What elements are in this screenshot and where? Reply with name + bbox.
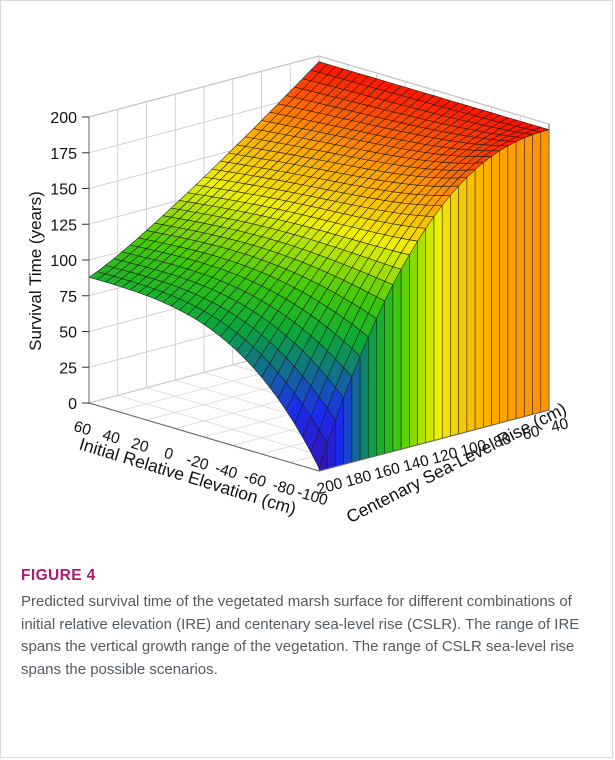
x-tick-label: 40 (100, 427, 122, 448)
surface-side-cell (368, 318, 377, 459)
surface-side-cell (474, 162, 484, 430)
y-tick-label: 80 (492, 430, 513, 451)
surface-side-cell (540, 129, 550, 413)
y-tick-label: 160 (373, 460, 403, 483)
y-tick-label: 200 (315, 475, 345, 498)
surface-side-cell (507, 141, 517, 422)
figure-label: FIGURE 4 (21, 567, 96, 584)
z-tick-label: 150 (50, 182, 77, 199)
x-tick-label: -40 (213, 460, 240, 483)
y-tick-label: 60 (521, 423, 542, 444)
surface-side-cell (409, 240, 418, 448)
surface-side-cell (433, 204, 443, 441)
z-tick-label: 25 (59, 360, 77, 377)
y-tick-label: 40 (549, 415, 570, 436)
surface-side-cell (384, 284, 394, 454)
z-tick-label: 125 (50, 217, 77, 234)
surface-side-cell (524, 134, 533, 417)
z-tick-label: 50 (59, 325, 77, 342)
y-tick-label: 180 (344, 467, 374, 490)
surface-side-cell (400, 253, 410, 450)
box-edges (88, 117, 550, 472)
x-tick-label: 60 (72, 418, 94, 439)
surface-side-cell (515, 137, 525, 420)
surface-plot: 0 25 50 75 100 125 150 175 200 60 40 20 0 -20 -40 -60-… (26, 55, 571, 527)
surface-side-cell (458, 176, 468, 435)
surface-side-cell (532, 131, 542, 415)
figure-caption: FIGURE 4 Predicted survival time of the … (21, 567, 601, 681)
z-tick-label: 0 (68, 396, 77, 413)
z-axis-ticks: 0 25 50 75 100 125 150 175 200 (50, 110, 89, 413)
surface-side-cell (466, 169, 476, 433)
y-tick-label: 120 (430, 444, 460, 467)
x-tick-label: -80 (270, 477, 297, 500)
surface-side-cell (359, 336, 369, 461)
surface-side-cell (483, 155, 492, 428)
caption-text: Predicted survival time of the vegetated… (21, 593, 580, 678)
surface-mesh (88, 61, 550, 472)
x-tick-label: -60 (242, 468, 269, 491)
surface-side-cell (417, 227, 427, 446)
x-tick-label: 20 (129, 435, 151, 456)
surface-side-cell (425, 215, 435, 444)
z-tick-label: 100 (50, 253, 77, 270)
surface-side-cell (376, 301, 385, 457)
x-tick-label: -20 (184, 451, 211, 474)
z-axis-label: Survival Time (years) (26, 191, 45, 351)
surface-side-cell (499, 145, 509, 424)
surface-side-cell (441, 194, 451, 439)
plot-box-front-edges (88, 117, 550, 472)
surface-cell (88, 271, 106, 280)
surface-side-cell (491, 150, 500, 426)
z-tick-label: 175 (50, 146, 77, 163)
y-tick-label: 100 (459, 437, 489, 460)
surface-side-cell (450, 185, 459, 437)
z-tick-label: 200 (50, 110, 77, 127)
surface-side-cell (392, 269, 402, 452)
y-tick-label: 140 (401, 452, 431, 475)
y-axis-ticks: 200 180 160 140 120 100 80 60 40 (315, 415, 571, 498)
z-tick-label: 75 (59, 289, 77, 306)
